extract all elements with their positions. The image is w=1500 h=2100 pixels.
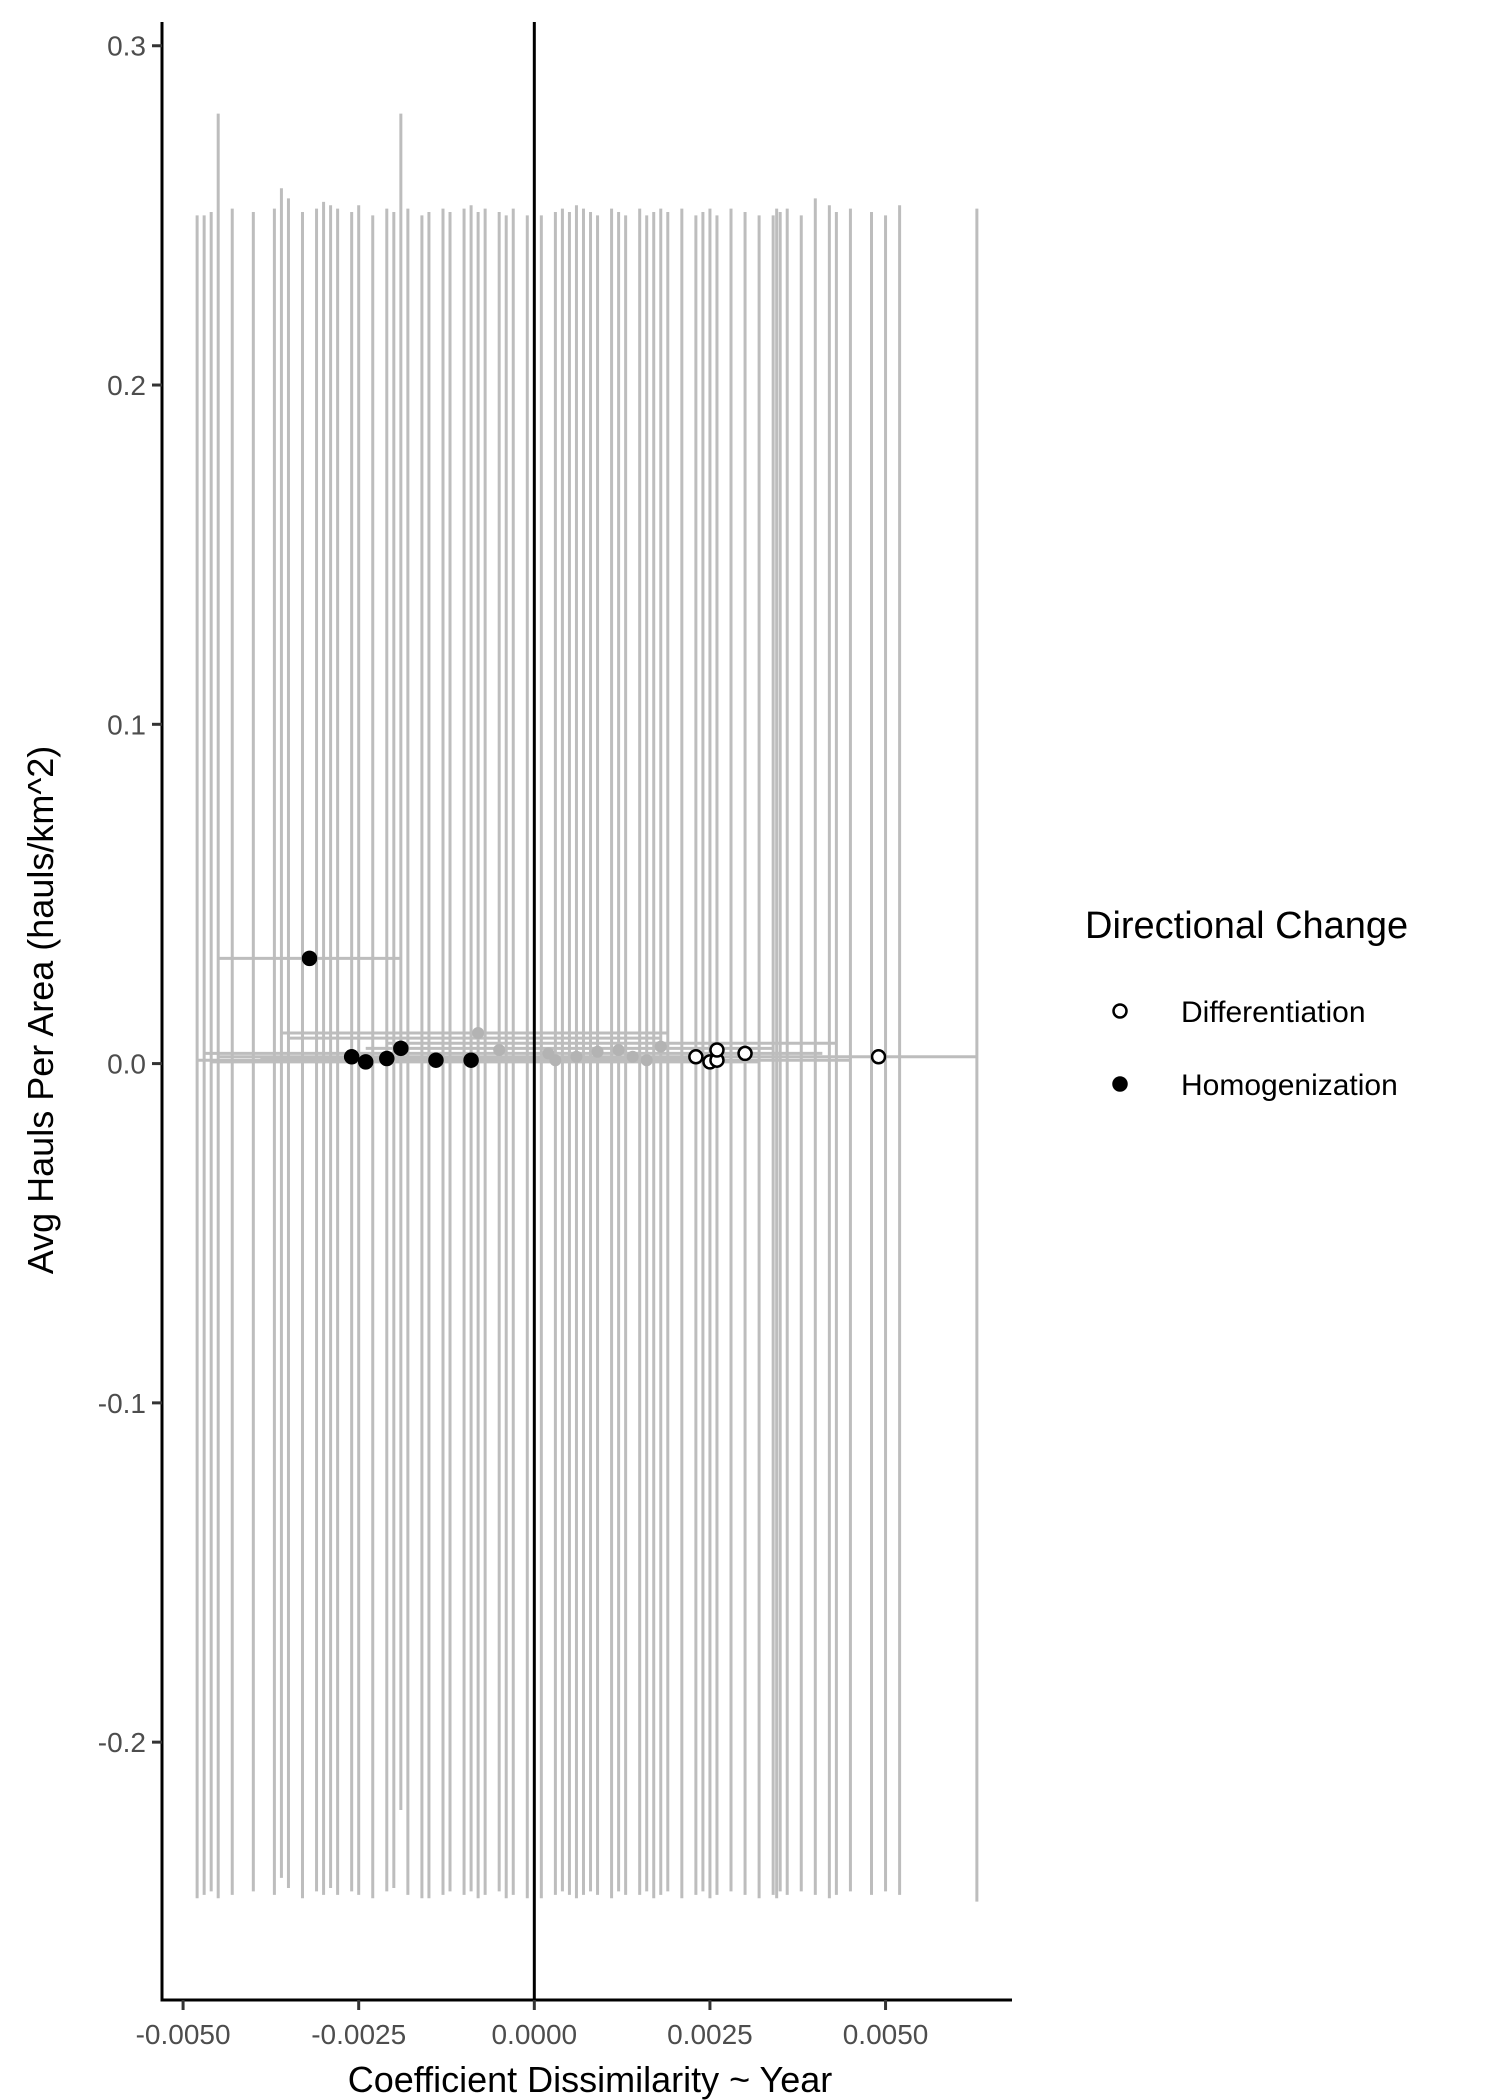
homogenization-point xyxy=(301,950,318,967)
y-tick-label: -0.1 xyxy=(98,1388,146,1419)
vertical-error-bars xyxy=(195,113,979,1902)
gray-point xyxy=(591,1045,604,1058)
homogenization-point xyxy=(463,1052,479,1068)
y-tick-label: 0.3 xyxy=(107,31,146,62)
x-tick-label: 0.0000 xyxy=(491,2019,577,2050)
x-tick-label: -0.0025 xyxy=(311,2019,406,2050)
y-tick-label: -0.2 xyxy=(98,1727,146,1758)
x-tick-label: 0.0025 xyxy=(667,2019,753,2050)
ticks: -0.0050 -0.0025 0.0000 0.0025 0.0050 -0.2 -0.1… xyxy=(98,31,929,2050)
legend-label: Differentiation xyxy=(1181,996,1366,1029)
legend-key xyxy=(1112,1076,1128,1092)
horizontal-error-bars xyxy=(197,956,977,1064)
gray-point xyxy=(549,1054,562,1067)
differentiation-point xyxy=(688,1049,704,1065)
series-points xyxy=(301,950,887,1070)
homogenization-point xyxy=(357,1054,374,1070)
x-tick-label: -0.0050 xyxy=(136,2019,231,2050)
differentiation-point xyxy=(870,1049,887,1065)
gray-point xyxy=(640,1054,653,1067)
gray-points xyxy=(472,1027,667,1067)
gray-point xyxy=(570,1050,583,1063)
gray-point xyxy=(493,1044,506,1057)
legend-label: Homogenization xyxy=(1181,1069,1398,1102)
y-tick-label: 0.1 xyxy=(107,709,146,740)
y-tick-label: 0.0 xyxy=(107,1049,146,1080)
legend-key xyxy=(1112,1003,1128,1019)
homogenization-point xyxy=(343,1049,360,1065)
legend-title: Directional Change xyxy=(1085,905,1408,947)
axes xyxy=(160,22,1012,2002)
y-axis-title: Avg Hauls Per Area (hauls/km^2) xyxy=(20,746,61,1274)
x-tick-label: 0.0050 xyxy=(843,2019,929,2050)
x-axis-title: Coefficient Dissimilarity ~ Year xyxy=(348,2059,833,2100)
y-tick-label: 0.2 xyxy=(107,370,146,401)
gray-point xyxy=(626,1050,639,1063)
differentiation-point xyxy=(709,1042,725,1058)
legend: Directional Change Differentiation Homoge… xyxy=(1085,905,1408,1102)
differentiation-point xyxy=(737,1045,753,1062)
homogenization-point xyxy=(393,1040,409,1057)
gray-point xyxy=(472,1027,485,1040)
homogenization-point xyxy=(379,1050,395,1067)
gray-point xyxy=(612,1044,625,1057)
homogenization-point xyxy=(428,1052,444,1068)
gray-point xyxy=(654,1040,667,1053)
